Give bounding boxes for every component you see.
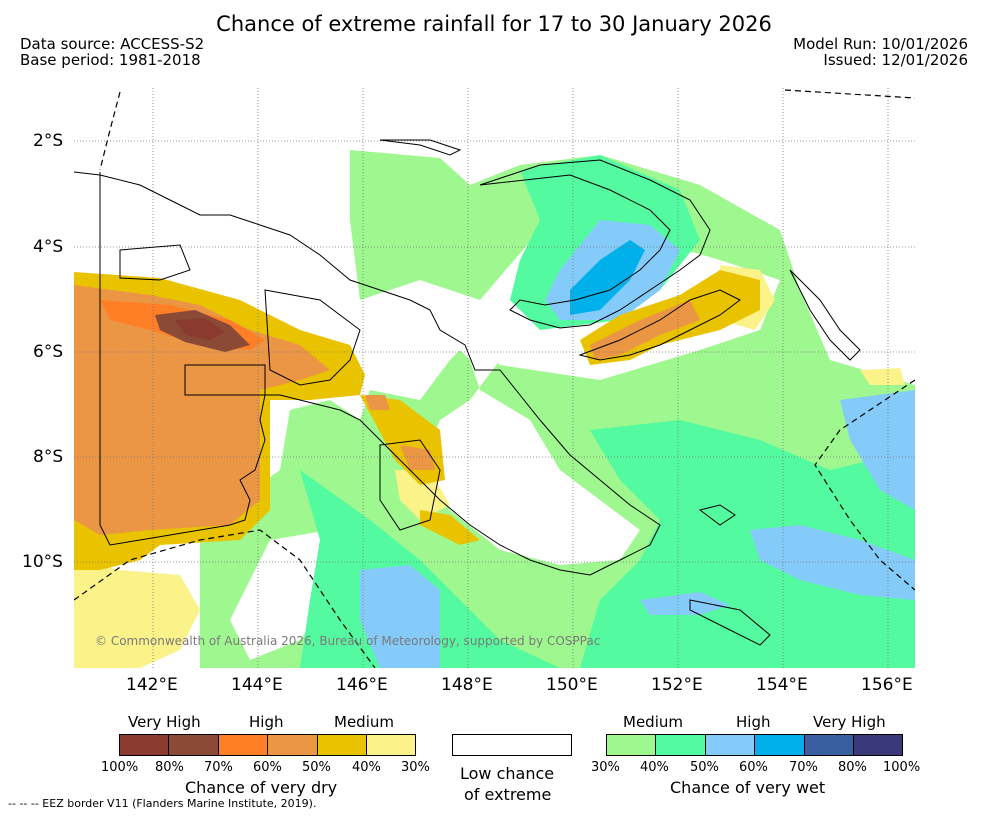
coastlines	[74, 139, 861, 646]
wet-tier-very-high: Very High	[813, 713, 886, 731]
lon-label-146e: 146°E	[336, 675, 388, 695]
graticule	[74, 88, 915, 668]
lon-label-142e: 142°E	[126, 675, 178, 695]
issued-date: Issued: 12/01/2026	[823, 51, 968, 69]
wet-tick: 80%	[838, 760, 867, 775]
lat-label-8s: 8°S	[33, 447, 64, 467]
low-caption-line2: of extreme	[464, 785, 552, 804]
base-period: Base period: 1981-2018	[20, 51, 201, 69]
wet-swatch-40-50	[655, 734, 705, 756]
wet-tick: 60%	[739, 760, 768, 775]
wet-swatch-70-80	[804, 734, 854, 756]
wet-swatch-60-70	[754, 734, 804, 756]
dry-swatch-70-60	[218, 734, 268, 756]
wet-swatch-80-100	[853, 734, 903, 756]
dry-caption: Chance of very dry	[185, 778, 338, 797]
dry-tick: 80%	[155, 760, 184, 775]
wet-tier-high: High	[736, 713, 771, 731]
eez-borders	[74, 89, 915, 668]
map-canvas	[74, 88, 915, 668]
lat-label-6s: 6°S	[33, 342, 64, 362]
data-source: Data source: ACCESS-S2	[20, 35, 205, 53]
lat-label-2s: 2°S	[33, 131, 64, 151]
lon-label-150e: 150°E	[546, 675, 598, 695]
low-chance-swatch	[452, 734, 572, 756]
lat-label-10s: 10°S	[22, 552, 63, 572]
dry-tick: 40%	[352, 760, 381, 775]
dry-swatch-60-50	[267, 734, 317, 756]
dry-tick: 60%	[253, 760, 282, 775]
wet-tick: 50%	[690, 760, 719, 775]
dry-tick: 50%	[302, 760, 331, 775]
wet-tick: 30%	[591, 760, 620, 775]
wet-swatch-50-60	[705, 734, 755, 756]
eez-note: -- -- -- EEZ border V11 (Flanders Marine…	[8, 797, 317, 810]
wet-tick: 70%	[789, 760, 818, 775]
model-run: Model Run: 10/01/2026	[793, 35, 968, 53]
dry-swatch-100-80	[119, 734, 169, 756]
wet-swatch-30-40	[606, 734, 656, 756]
lon-label-148e: 148°E	[441, 675, 493, 695]
dry-swatch-80-70	[168, 734, 218, 756]
dry-tier-very-high: Very High	[128, 713, 201, 731]
copyright-notice: © Commonwealth of Australia 2026, Bureau…	[95, 634, 601, 648]
dry-tick: 70%	[204, 760, 233, 775]
dry-100-80-region	[175, 318, 225, 340]
wet-caption: Chance of very wet	[670, 778, 826, 797]
lon-label-154e: 154°E	[756, 675, 808, 695]
map-title: Chance of extreme rainfall for 17 to 30 …	[216, 12, 772, 36]
lon-label-156e: 156°E	[861, 675, 913, 695]
wet-tick: 40%	[640, 760, 669, 775]
wet-tier-medium: Medium	[623, 713, 683, 731]
rainfall-map: © Commonwealth of Australia 2026, Bureau…	[74, 88, 915, 668]
dry-tick: 30%	[401, 760, 430, 775]
dry-tier-high: High	[249, 713, 284, 731]
dry-tier-medium: Medium	[334, 713, 394, 731]
dry-60-50-region	[74, 285, 330, 535]
dry-tick: 100%	[101, 760, 139, 775]
lon-label-144e: 144°E	[231, 675, 283, 695]
lat-label-4s: 4°S	[33, 237, 64, 257]
low-caption-line1: Low chance	[460, 764, 555, 783]
dry-swatch-40-30	[366, 734, 416, 756]
wet-tick: 100%	[883, 760, 921, 775]
dry-swatch-50-40	[317, 734, 367, 756]
lon-label-152e: 152°E	[651, 675, 703, 695]
